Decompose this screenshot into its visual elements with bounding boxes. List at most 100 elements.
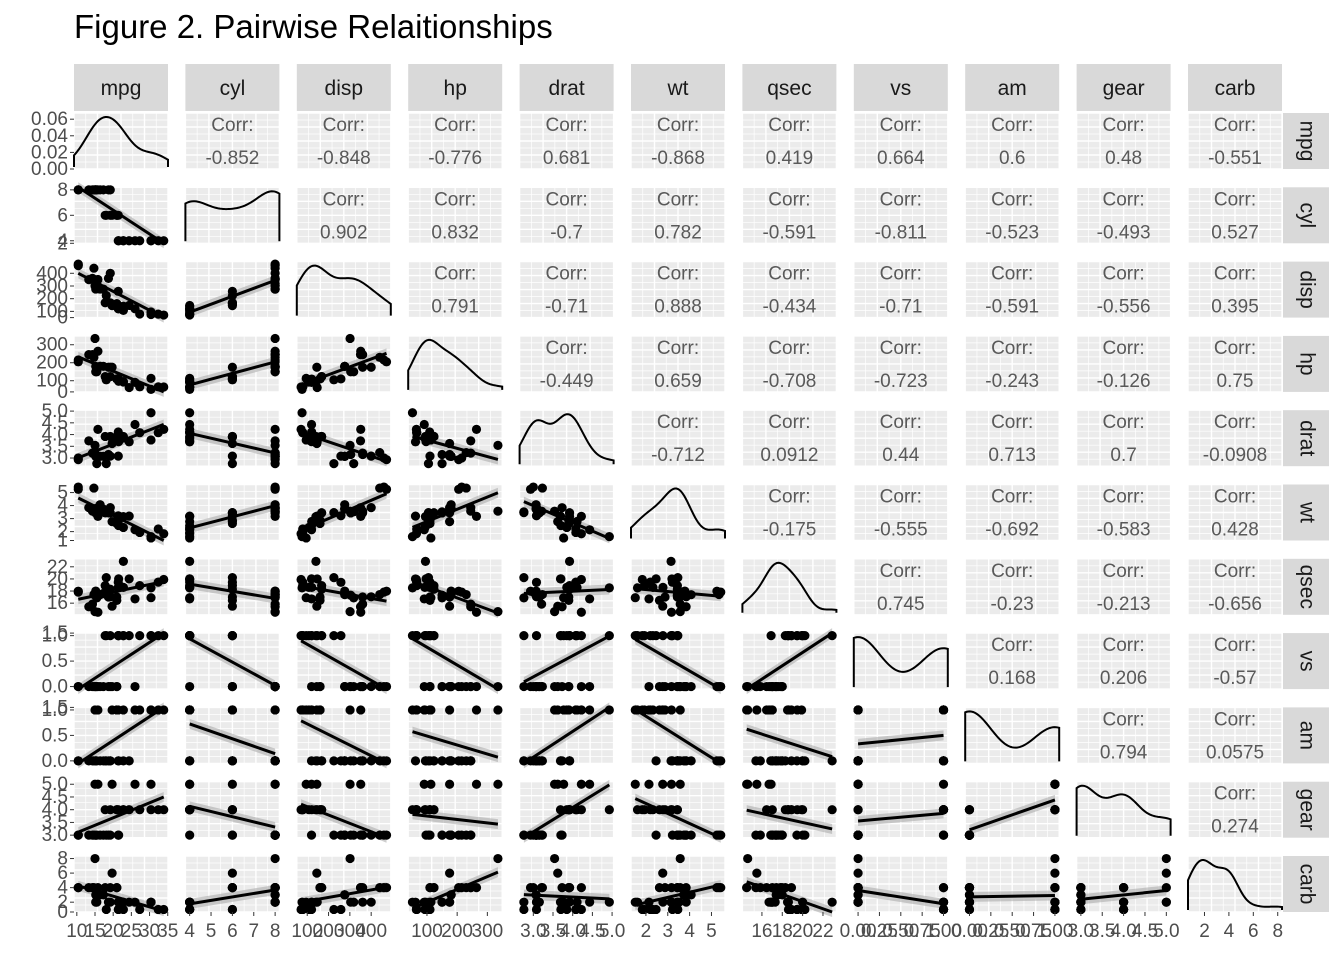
- panel-cyl-am: Corr: -0.523: [964, 186, 1060, 245]
- panel-am-am: [964, 706, 1061, 765]
- point: [639, 904, 650, 915]
- point: [658, 631, 668, 641]
- row-strip-label-cyl: cyl: [1295, 202, 1318, 228]
- point: [576, 574, 586, 585]
- point: [572, 705, 582, 715]
- point: [270, 483, 280, 493]
- point: [375, 483, 385, 493]
- point: [437, 897, 447, 907]
- fit-line: [411, 870, 499, 910]
- corr-value: 0.44: [882, 445, 919, 466]
- point: [797, 805, 807, 815]
- point: [559, 593, 569, 603]
- fit-line: [523, 587, 610, 596]
- point: [964, 897, 975, 907]
- panel-gear-am: [964, 779, 1060, 840]
- point: [557, 503, 567, 513]
- corr-value: 0.664: [877, 148, 925, 169]
- y-tick-label-am: 0.5: [42, 725, 68, 746]
- fit-line: [746, 727, 833, 759]
- point: [658, 601, 668, 611]
- point: [531, 904, 542, 915]
- point: [105, 185, 115, 195]
- corr-label: Corr:: [545, 338, 587, 359]
- corr-label: Corr:: [768, 189, 810, 210]
- panel-disp-cyl: [184, 259, 281, 320]
- point: [557, 830, 567, 840]
- panel-drat-hp: [407, 408, 503, 469]
- point: [113, 374, 123, 384]
- point: [329, 459, 339, 469]
- corr-value: -0.23: [991, 594, 1034, 615]
- y-tick-label-qsec: 18: [47, 581, 68, 602]
- point: [681, 756, 691, 766]
- fit-line: [1080, 889, 1167, 901]
- panel-gear-carb: Corr: 0.274: [1187, 781, 1283, 839]
- density-curve-qsec: [741, 561, 838, 613]
- density-curve-gear: [1075, 784, 1172, 836]
- point: [107, 868, 117, 878]
- point: [651, 574, 661, 584]
- point: [366, 502, 376, 513]
- point: [425, 805, 435, 815]
- point: [345, 779, 355, 789]
- point: [185, 516, 195, 527]
- corr-value: 0.6: [999, 148, 1025, 169]
- corr-value: -0.656: [1208, 594, 1262, 615]
- point: [306, 756, 317, 766]
- point: [98, 451, 108, 461]
- x-tick-label-wt: 4: [684, 921, 695, 942]
- corr-value: -0.811: [875, 222, 927, 243]
- point: [964, 830, 975, 840]
- x-tick-label-vs: 0.00: [840, 921, 877, 942]
- point: [672, 580, 682, 591]
- corr-label: Corr:: [880, 264, 922, 285]
- point: [101, 904, 111, 915]
- column-strip-qsec: [742, 64, 837, 111]
- corr-value: 0.745: [877, 594, 925, 615]
- point: [329, 572, 339, 583]
- panel-mpg-qsec: Corr: 0.419: [741, 112, 838, 170]
- row-strip-disp: [1283, 261, 1329, 318]
- point: [425, 427, 435, 437]
- point: [90, 440, 100, 450]
- panel-gear-cyl: [184, 779, 281, 840]
- point: [306, 904, 317, 915]
- point: [312, 779, 322, 789]
- point: [572, 897, 582, 907]
- point: [471, 705, 482, 715]
- y-tick-label-carb: 4: [57, 878, 68, 899]
- column-strip-label-am: am: [998, 77, 1027, 100]
- point: [112, 883, 122, 893]
- point: [425, 705, 435, 715]
- point: [114, 904, 124, 915]
- corr-label: Corr:: [1102, 338, 1144, 359]
- point: [1161, 868, 1171, 878]
- point: [519, 572, 529, 583]
- panel-mpg-carb: Corr: -0.551: [1187, 112, 1283, 170]
- corr-value: 0.794: [1100, 742, 1148, 763]
- y-tick-label-vs: 0.5: [42, 651, 68, 672]
- corr-value: -0.71: [879, 297, 922, 318]
- point: [766, 705, 776, 715]
- column-strip-mpg: [74, 64, 168, 111]
- point: [90, 333, 100, 344]
- corr-label: Corr:: [657, 338, 699, 359]
- point: [298, 805, 308, 815]
- panel-qsec-carb: Corr: -0.656: [1187, 558, 1283, 616]
- corr-label: Corr:: [991, 487, 1033, 508]
- fit-line: [634, 708, 722, 765]
- panel-disp-vs: Corr: -0.71: [853, 260, 949, 319]
- point: [130, 419, 140, 430]
- point: [519, 507, 529, 517]
- point: [346, 449, 356, 460]
- x-tick-label-am: 0.00: [951, 921, 988, 942]
- corr-value: 0.527: [1211, 222, 1259, 243]
- point: [537, 883, 547, 893]
- point: [559, 897, 569, 907]
- point: [681, 897, 691, 907]
- point: [113, 451, 123, 461]
- point: [853, 897, 863, 907]
- point: [89, 483, 99, 493]
- panel-gear-wt: [630, 779, 726, 843]
